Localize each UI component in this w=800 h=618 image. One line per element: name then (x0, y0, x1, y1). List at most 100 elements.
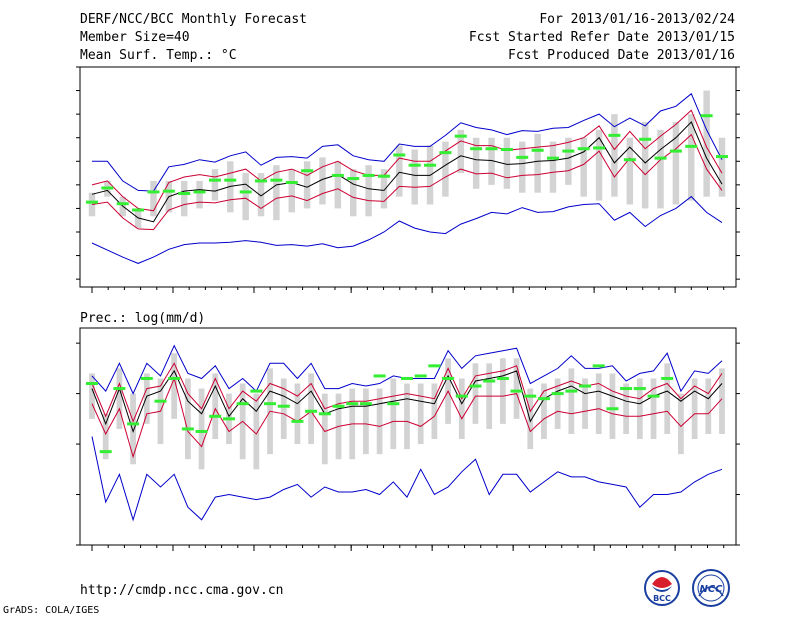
observed-point (546, 156, 559, 160)
observed-point (700, 114, 713, 118)
member-range-box (457, 129, 465, 174)
observed-point (347, 177, 360, 181)
member-range-box (672, 122, 680, 205)
member-range-box (719, 368, 725, 434)
observed-point (331, 173, 344, 177)
observed-point (579, 384, 592, 388)
observed-point (147, 190, 160, 194)
observed-point (222, 417, 235, 421)
member-range-box (102, 413, 109, 460)
member-range-box (396, 145, 403, 197)
observed-point (127, 422, 140, 426)
member-range-box (288, 169, 295, 213)
member-range-box (488, 137, 495, 185)
member-range-box (273, 165, 280, 221)
observed-point (86, 382, 98, 386)
observed-point (608, 133, 621, 137)
member-range-box (253, 393, 260, 470)
member-range-box (458, 378, 465, 440)
observed-point (442, 376, 455, 380)
observed-point (516, 155, 529, 159)
observed-point (264, 402, 277, 406)
lower-spread-line (91, 376, 723, 459)
observed-point (510, 389, 523, 393)
member-size: Member Size=40 (80, 30, 190, 45)
ncc-logo: NCC (692, 569, 730, 607)
member-range-box (376, 388, 383, 455)
member-range-box (211, 169, 219, 201)
member-range-box (565, 137, 572, 185)
observed-point (639, 137, 652, 141)
member-range-box (363, 388, 369, 455)
member-range-box (534, 133, 541, 193)
member-range-box (609, 373, 616, 440)
member-range-box (691, 378, 698, 440)
observed-point (716, 155, 728, 159)
observed-point (291, 419, 304, 423)
upper-spread-line (91, 109, 723, 212)
member-range-box (472, 137, 480, 189)
observed-point (620, 387, 633, 391)
member-range-box (184, 378, 191, 460)
observed-point (531, 148, 544, 152)
observed-point (154, 399, 167, 403)
observed-point (661, 376, 674, 380)
observed-point (592, 364, 605, 368)
member-range-box (623, 383, 630, 434)
observed-point (524, 394, 537, 398)
observed-point (250, 389, 263, 393)
observed-point (359, 402, 372, 406)
observed-point (387, 402, 400, 406)
observed-point (255, 179, 268, 183)
figure-title: DERF/NCC/BCC Monthly Forecast (80, 12, 307, 27)
grads-credit: GrADS: COLA/IGES (3, 605, 99, 616)
observed-point (483, 379, 496, 383)
observed-point (424, 163, 437, 167)
observed-point (116, 202, 129, 206)
source-url: http://cmdp.ncc.cma.gov.cn (80, 583, 284, 598)
member-range-box (626, 137, 634, 205)
member-range-box (196, 180, 203, 209)
observed-point (236, 402, 249, 406)
observed-point (454, 134, 467, 138)
observed-point (669, 149, 682, 153)
observed-point (332, 404, 345, 408)
member-range-box (582, 378, 588, 429)
member-range-box (349, 169, 357, 217)
member-range-box (688, 114, 695, 201)
member-range-box (705, 378, 712, 434)
member-range-box (657, 129, 664, 209)
bcc-logo-swirl-blue (652, 586, 672, 592)
observed-point (305, 409, 318, 413)
observed-point (132, 208, 145, 212)
observed-point (414, 374, 427, 378)
member-range-box (150, 180, 157, 217)
observed-point (593, 146, 606, 150)
member-range-box (404, 383, 410, 450)
member-range-box (319, 157, 326, 205)
member-range-box (130, 393, 136, 465)
lower-spread-line (91, 133, 723, 231)
bcc-logo: BCC (644, 570, 680, 606)
observed-point (224, 178, 237, 182)
forecast-started-date: Fcst Started Refer Date 2013/01/15 (469, 30, 735, 45)
observed-point (239, 190, 252, 194)
observed-point (565, 389, 578, 393)
member-range-box (334, 161, 342, 209)
member-range-box (636, 378, 643, 440)
observed-point (301, 169, 314, 173)
ncc-logo-text: NCC (699, 584, 723, 595)
member-range-box (143, 373, 150, 424)
forecast-period: For 2013/01/16-2013/02/24 (539, 12, 735, 27)
member-range-box (431, 383, 438, 440)
observed-point (168, 376, 181, 380)
max-line (92, 92, 723, 192)
member-range-box (89, 373, 95, 419)
observed-point (140, 376, 153, 380)
observed-point (685, 144, 698, 148)
observed-point (470, 147, 483, 151)
member-range-box (116, 368, 123, 429)
observed-point (318, 412, 331, 416)
member-range-box (513, 358, 520, 419)
